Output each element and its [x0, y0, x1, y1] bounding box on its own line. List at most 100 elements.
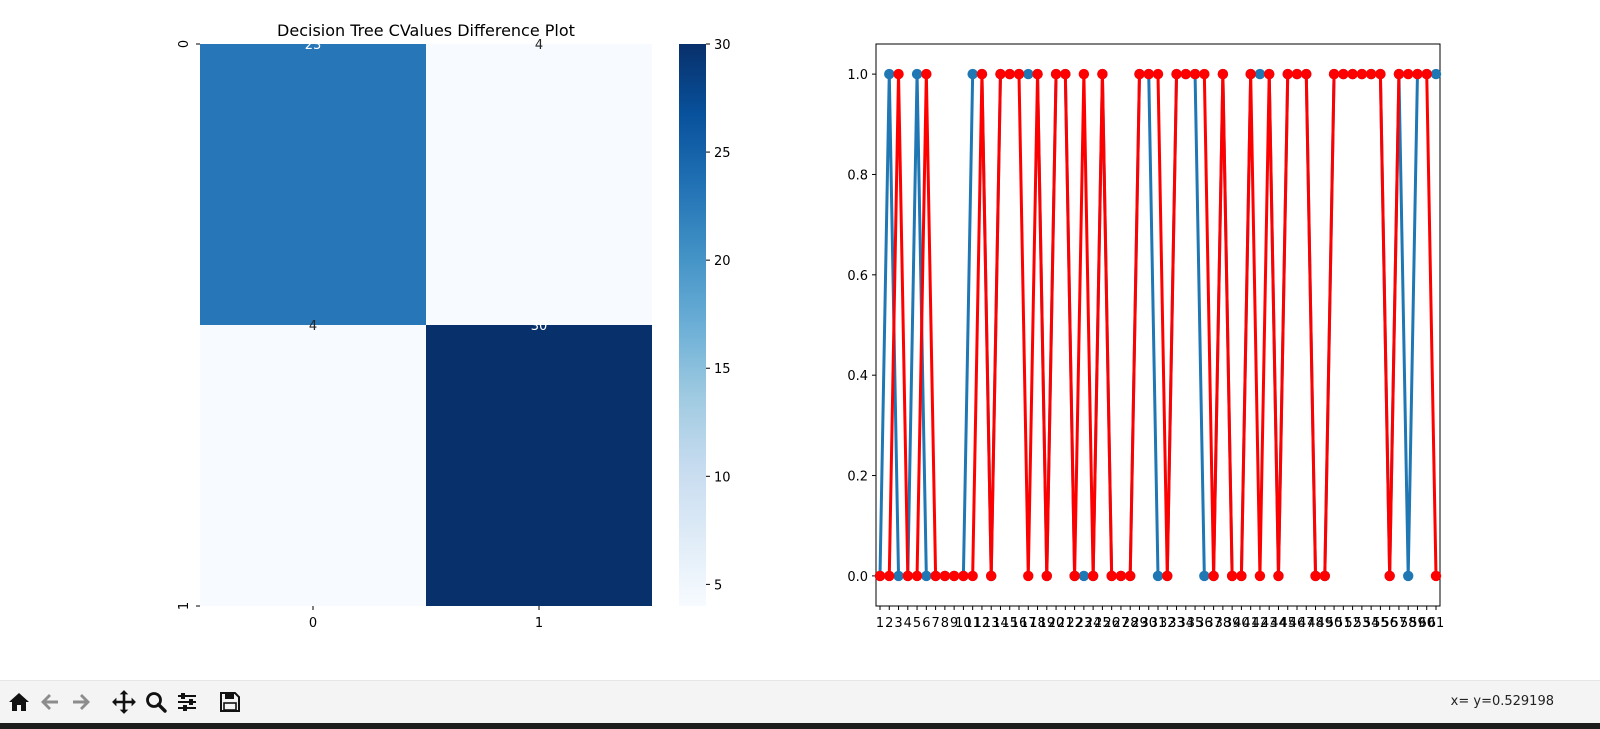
series-2-point: [1023, 570, 1034, 582]
line-x-tick-label: 44: [1270, 616, 1287, 631]
series-2-point: [1189, 68, 1201, 80]
heatmap-annotation-1-1: 30: [531, 319, 548, 334]
series-2-point: [1226, 570, 1238, 582]
series-1-point: [921, 570, 932, 582]
back-arrow-icon: [41, 694, 58, 710]
heatmap-annotation-1-0: 4: [309, 319, 317, 334]
series-2-point: [1245, 68, 1256, 80]
series-2-point: [1162, 570, 1173, 582]
pan-move-icon: [112, 690, 136, 714]
series-2-point: [1208, 570, 1219, 582]
line-x-tick-label: 15: [1001, 616, 1018, 631]
home-icon: [9, 693, 29, 711]
line-x-tick-label: 8: [941, 616, 949, 631]
line-x-tick-label: 36: [1196, 616, 1213, 631]
configure-subplots-button[interactable]: [172, 687, 202, 717]
series-2-point: [1106, 570, 1117, 582]
line-x-tick-label: 42: [1252, 616, 1269, 631]
series-1-point: [893, 570, 904, 582]
series-1-point: [1199, 570, 1210, 582]
series-2-point: [884, 570, 895, 582]
series-2-point: [1115, 570, 1127, 582]
line-x-tick-label: 26: [1103, 616, 1120, 631]
line-plot: 0.00.20.40.60.81.0 1 2 3 4 5 6 7 8 9101112131415…: [847, 43, 1444, 631]
series-2-point: [1217, 68, 1229, 80]
series-2-point: [1254, 570, 1266, 582]
line-x-tick-label: 32: [1159, 616, 1176, 631]
line-x-tick-label: 19: [1039, 616, 1056, 631]
series-2-point: [911, 570, 923, 582]
line-y-tick-label: 0.8: [847, 168, 868, 183]
series-2-point: [948, 570, 960, 582]
line-x-tick-label: 45: [1279, 616, 1296, 631]
colorbar-tick-label: 15: [714, 362, 731, 377]
series-2-point: [902, 570, 913, 582]
save-button[interactable]: [215, 687, 245, 717]
line-y-tick-label: 1.0: [847, 68, 868, 83]
series-2-point: [1171, 68, 1182, 80]
line-x-tick-label: 29: [1131, 616, 1148, 631]
heatmap-title: Decision Tree CValues Difference Plot: [277, 21, 575, 40]
navigation-toolbar: x= y=0.529198: [0, 680, 1600, 724]
heatmap-y-tick-label: 0: [177, 40, 192, 48]
series-2-point: [1421, 68, 1432, 80]
series-2-point: [986, 570, 997, 582]
series-1-point: [967, 68, 978, 80]
heatmap-annotation-0-0: 23: [305, 38, 322, 53]
series-2-point: [1412, 68, 1423, 80]
series-2-point: [939, 570, 951, 582]
forward-button[interactable]: [66, 687, 96, 717]
series-2-point: [1125, 570, 1136, 582]
series-2-point: [1087, 570, 1099, 582]
heatmap-cell-1-1: [426, 325, 652, 606]
pan-button[interactable]: [109, 687, 139, 717]
zoom-magnifier-icon: [146, 692, 167, 713]
series-1-point: [884, 68, 895, 80]
colorbar-tick-label: 10: [714, 470, 731, 485]
home-button[interactable]: [4, 687, 34, 717]
series-2-point: [1403, 68, 1414, 80]
series-2-point: [976, 68, 988, 80]
window-bottom-edge: [0, 723, 1600, 729]
forward-arrow-icon: [73, 694, 90, 710]
series-2-point: [1393, 68, 1405, 80]
line-x-tick-label: 35: [1187, 616, 1204, 631]
back-button[interactable]: [35, 687, 65, 717]
confusion-heatmap: Decision Tree CValues Difference Plot 23…: [177, 21, 652, 631]
line-x-tick-label: 33: [1168, 616, 1185, 631]
line-x-tick-label: 13: [983, 616, 1000, 631]
series-2-point: [1078, 68, 1090, 80]
line-x-tick-label: 38: [1215, 616, 1232, 631]
series-2-point: [1143, 68, 1154, 80]
line-x-tick-label: 58: [1400, 616, 1417, 631]
series-2-point: [1264, 68, 1275, 80]
series-2-point: [1319, 570, 1331, 582]
colorbar-tick-label: 5: [714, 578, 722, 593]
series-2-point: [1282, 68, 1293, 80]
zoom-button[interactable]: [141, 687, 171, 717]
series-2-point: [930, 570, 941, 582]
cursor-coordinates-readout: x= y=0.529198: [1450, 694, 1554, 709]
heatmap-cell-1-0: [200, 325, 426, 606]
series-2-point: [1291, 68, 1303, 80]
series-2-point: [1050, 68, 1062, 80]
line-x-tick-label: 1: [876, 616, 884, 631]
heatmap-x-tick-label: 1: [535, 616, 543, 631]
line-x-tick-label: 22: [1066, 616, 1083, 631]
series-2-point: [1032, 68, 1043, 80]
series-2-point: [921, 68, 932, 80]
series-2-point: [1365, 68, 1377, 80]
series-1-point: [1023, 68, 1034, 80]
line-x-tick-label: 14: [992, 616, 1009, 631]
line-x-tick-label: 59: [1409, 616, 1426, 631]
line-x-tick-label: 12: [974, 616, 991, 631]
line-x-tick-label: 43: [1261, 616, 1278, 631]
figure-canvas: Decision Tree CValues Difference Plot 23…: [177, 21, 1445, 631]
line-x-tick-label: 20: [1048, 616, 1065, 631]
line-y-tick-label: 0.0: [847, 570, 868, 585]
series-2-point: [1310, 570, 1321, 582]
line-x-tick-label: 7: [931, 616, 939, 631]
series-2-point: [958, 570, 969, 582]
line-x-tick-label: 30: [1140, 616, 1157, 631]
line-x-tick-label: 39: [1224, 616, 1241, 631]
